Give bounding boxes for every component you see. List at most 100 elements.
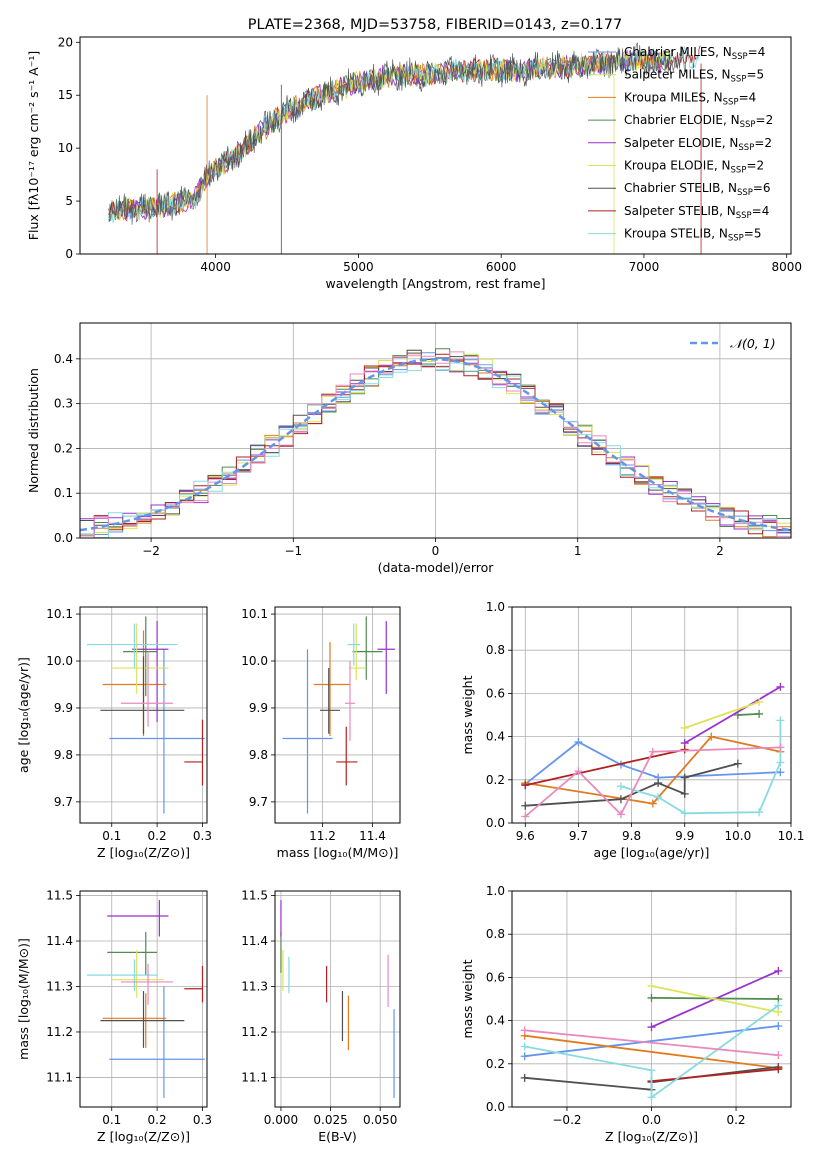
errorbar-point <box>109 986 205 1098</box>
y-tick-label: 0.0 <box>486 1100 505 1114</box>
legend-label-tail: =4 <box>752 204 770 218</box>
x-tick-label: 0.025 <box>313 1113 347 1127</box>
y-tick-label: 0.6 <box>486 970 505 984</box>
y-axis-label: mass [log₁₀(M/M⊙)] <box>16 938 31 1060</box>
legend-label: Kroupa MILES, NSSP=4 <box>624 90 756 107</box>
y-axis-label: mass weight <box>460 959 475 1038</box>
y-tick-label: 0.4 <box>486 730 505 744</box>
mass-weight-marker <box>680 773 689 782</box>
mass-weight-marker <box>680 809 689 818</box>
y-tick-label: 0.6 <box>486 686 505 700</box>
errorbar-point <box>120 651 173 727</box>
mass-weight-marker <box>774 1051 783 1060</box>
mass-weight-marker <box>647 982 656 991</box>
mass-weight-marker <box>774 1022 783 1030</box>
panel-1: −2 −1 0 1 2 0.0 0.1 0.2 0.3 0.4 (data-model)/error… <box>26 322 792 575</box>
y-tick-label: 9.8 <box>54 748 73 762</box>
mass-weight-marker <box>755 808 764 817</box>
legend-label: Chabrier STELIB, NSSP=6 <box>624 181 771 198</box>
mass-weight-marker <box>521 812 530 821</box>
errorbar-point <box>109 649 205 814</box>
y-tick-label: 11.4 <box>241 934 268 948</box>
mass-weight-marker <box>520 1026 529 1035</box>
errorbar-point <box>377 621 395 694</box>
mass-weight-line <box>684 701 760 729</box>
legend-label-tail: =6 <box>753 181 771 195</box>
x-tick-label: 9.7 <box>569 829 588 843</box>
mass-weight-marker <box>755 709 764 718</box>
errorbar-point <box>345 661 355 741</box>
legend-label-sub: SSP <box>731 75 747 85</box>
y-tick-label: 0.3 <box>54 397 73 411</box>
errorbar-point <box>282 649 333 814</box>
panel-3: 11.2 11.4 9.7 9.8 9.9 10.0 10.1 mass [log₁₀(M/M… <box>241 606 401 860</box>
x-tick-label: 0 <box>432 544 440 558</box>
y-tick-label: 9.9 <box>249 701 268 715</box>
y-tick-label: 11.4 <box>46 934 73 948</box>
legend-label-base: Kroupa ELODIE, N <box>624 159 731 173</box>
x-tick-label: 0.3 <box>193 1113 212 1127</box>
x-tick-label: 2 <box>716 544 724 558</box>
x-tick-label: 9.6 <box>516 829 535 843</box>
legend-label: Salpeter ELODIE, NSSP=2 <box>624 136 772 153</box>
x-tick-label: −1 <box>284 544 302 558</box>
legend-label-tail: =4 <box>739 90 757 104</box>
mass-weight-line <box>525 735 781 805</box>
x-axis-label: age [log₁₀(age/yr)] <box>594 845 710 860</box>
mass-weight-line <box>524 1029 779 1057</box>
legend-label-base: Kroupa STELIB, N <box>624 227 728 241</box>
y-tick-label: 11.5 <box>241 889 268 903</box>
legend-label: Kroupa STELIB, NSSP=5 <box>624 227 762 244</box>
mass-weight-marker <box>776 743 785 752</box>
mass-weight-marker <box>774 1001 783 1010</box>
errorbar-point <box>132 621 169 723</box>
y-tick-label: 0.8 <box>486 927 505 941</box>
mass-weight-marker <box>654 793 663 802</box>
legend-label-base: Salpeter ELODIE, N <box>624 136 738 150</box>
mass-weight-line <box>651 985 779 1013</box>
errorbar-point <box>348 623 365 680</box>
legend-label-sub: SSP <box>737 188 753 198</box>
plot-frame <box>79 890 208 1108</box>
y-tick-label: 0 <box>65 247 73 261</box>
mass-weight-marker <box>654 779 663 788</box>
mass-weight-line <box>684 686 781 744</box>
mass-weight-marker <box>774 1065 783 1074</box>
errorbar-point <box>184 719 204 786</box>
y-tick-label: 11.2 <box>241 1025 268 1039</box>
mass-weight-marker <box>680 745 689 754</box>
normal-curve <box>79 358 792 532</box>
y-tick-label: 0.2 <box>486 1057 505 1071</box>
y-axis-label: Normed distribution <box>26 368 41 493</box>
mass-weight-marker <box>647 1023 656 1032</box>
mass-weight-line <box>651 1068 779 1082</box>
y-tick-label: 10.1 <box>46 607 73 621</box>
spectrum-line <box>108 42 688 225</box>
mass-weight-marker <box>648 799 657 808</box>
legend-label-tail: =2 <box>746 159 764 173</box>
mass-weight-line <box>524 1025 779 1058</box>
mass-weight-marker <box>616 782 625 791</box>
panel-7: −0.2 0.0 0.2 0.0 0.2 0.4 0.6 0.8 1.0 Z [log₁₀(Z/Z… <box>460 884 792 1144</box>
x-tick-label: −0.2 <box>552 1113 581 1127</box>
errorbar-point <box>120 963 173 1005</box>
legend-label-base: Salpeter MILES, N <box>624 68 731 82</box>
legend-label-sub: SSP <box>723 97 739 107</box>
y-tick-label: 11.1 <box>46 1070 73 1084</box>
x-tick-label: 0.2 <box>148 1113 167 1127</box>
errorbar-point <box>111 950 164 998</box>
legend-label-base: Kroupa MILES, N <box>624 90 723 104</box>
x-axis-label: E(B-V) <box>318 1129 357 1144</box>
legend-label-sub: SSP <box>732 52 748 62</box>
y-tick-label: 20 <box>58 35 73 49</box>
y-tick-label: 9.7 <box>249 795 268 809</box>
legend-label-sub: SSP <box>736 211 752 221</box>
y-tick-label: 0.8 <box>486 643 505 657</box>
errorbar-point <box>86 959 158 992</box>
errorbar-point <box>107 900 169 937</box>
chart-title: PLATE=2368, MJD=53758, FIBERID=0143, z=0… <box>248 17 622 33</box>
panel-4: 9.6 9.7 9.8 9.9 10.0 10.1 0.0 0.2 0.4 0.6 0.8 1.0 ag… <box>460 600 804 860</box>
x-tick-label: 0.1 <box>102 829 121 843</box>
mass-weight-marker <box>680 789 689 798</box>
panel-0: 4000 5000 6000 7000 8000 0 5 10 15 20 wavelength [… <box>26 17 802 291</box>
